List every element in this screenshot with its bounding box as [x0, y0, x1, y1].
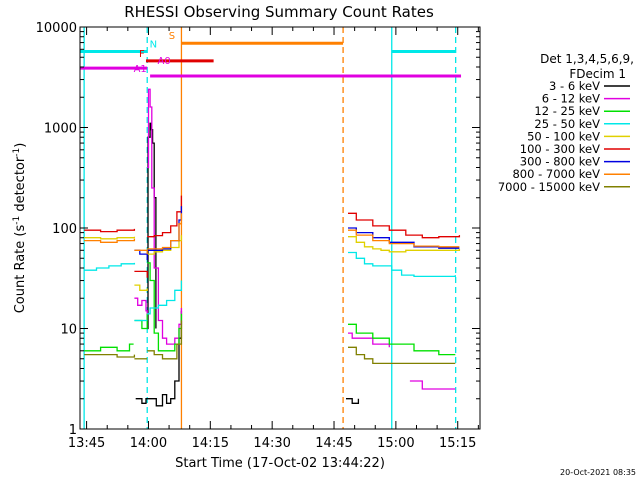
series-line-8	[147, 213, 183, 250]
legend-header-fdecim: FDecim 1	[569, 67, 626, 81]
x-tick-label: 14:15	[192, 436, 229, 451]
x-tick-label: 14:00	[130, 436, 167, 451]
flag-label-n: N	[150, 40, 157, 51]
flag-label-a1: A1	[134, 64, 147, 75]
legend-label: 100 - 300 keV	[520, 142, 600, 156]
x-tick-label: 14:30	[253, 436, 290, 451]
y-tick-label: 10	[60, 323, 77, 338]
legend-label: 7000 - 15000 keV	[498, 180, 600, 194]
y-axis-label: Count Rate (s-1 detector-1)	[12, 143, 28, 314]
series-line-1	[346, 398, 360, 404]
series-line-6	[348, 212, 461, 239]
flag-label-a0: A0	[158, 56, 171, 67]
legend-header-detectors: Det 1,3,4,5,6,9,	[540, 52, 634, 66]
series-line-6	[147, 195, 183, 238]
series-line-4	[348, 251, 456, 278]
series-line-9	[348, 346, 456, 365]
series-line-9	[84, 353, 136, 358]
footer-timestamp: 20-Oct-2021 08:35	[560, 468, 636, 477]
series-line-4	[147, 280, 183, 315]
series-line-2	[147, 88, 183, 345]
chart-title: RHESSI Observing Summary Count Rates	[124, 3, 434, 21]
legend-label: 3 - 6 keV	[549, 79, 600, 93]
series-line-3	[348, 323, 456, 356]
series-line-3	[84, 343, 134, 352]
series-line-5	[84, 236, 136, 240]
x-axis-label: Start Time (17-Oct-02 13:44:22)	[175, 456, 385, 471]
series-line-8	[84, 238, 136, 243]
x-tick-label: 15:00	[377, 436, 414, 451]
series-line-2	[134, 297, 148, 321]
series-line-9	[147, 320, 183, 360]
legend-label: 800 - 7000 keV	[512, 167, 600, 181]
flag-label-s: S	[169, 31, 175, 42]
series-line-1	[135, 310, 183, 407]
series-line-3	[147, 262, 183, 352]
series-line-5	[348, 236, 461, 253]
legend-label: 50 - 100 keV	[527, 129, 600, 143]
legend-label: 12 - 25 keV	[534, 104, 600, 118]
series-line-6	[134, 270, 148, 278]
series-line-8	[134, 249, 148, 255]
series-line-5	[147, 235, 183, 255]
series-line-4	[84, 262, 136, 271]
plot-area: N S F A0 A1	[80, 27, 462, 429]
series-line-5	[134, 284, 148, 291]
series-line-2	[409, 380, 456, 390]
legend-label: 6 - 12 keV	[542, 92, 600, 106]
series-line-6	[84, 228, 136, 233]
flag-label-f: F	[139, 49, 145, 60]
y-tick-label: 10000	[36, 21, 77, 36]
legend-label: 25 - 50 keV	[534, 117, 600, 131]
series-line-8	[348, 229, 460, 248]
y-tick-label: 1000	[44, 122, 77, 137]
y-tick-label: 100	[52, 222, 77, 237]
legend-label: 300 - 800 keV	[520, 155, 600, 169]
x-tick-label: 13:45	[68, 436, 105, 451]
y-tick-label: 1	[69, 423, 77, 438]
x-tick-label: 14:45	[315, 436, 352, 451]
x-tick-label: 15:15	[439, 436, 476, 451]
series-line-2	[348, 332, 390, 348]
